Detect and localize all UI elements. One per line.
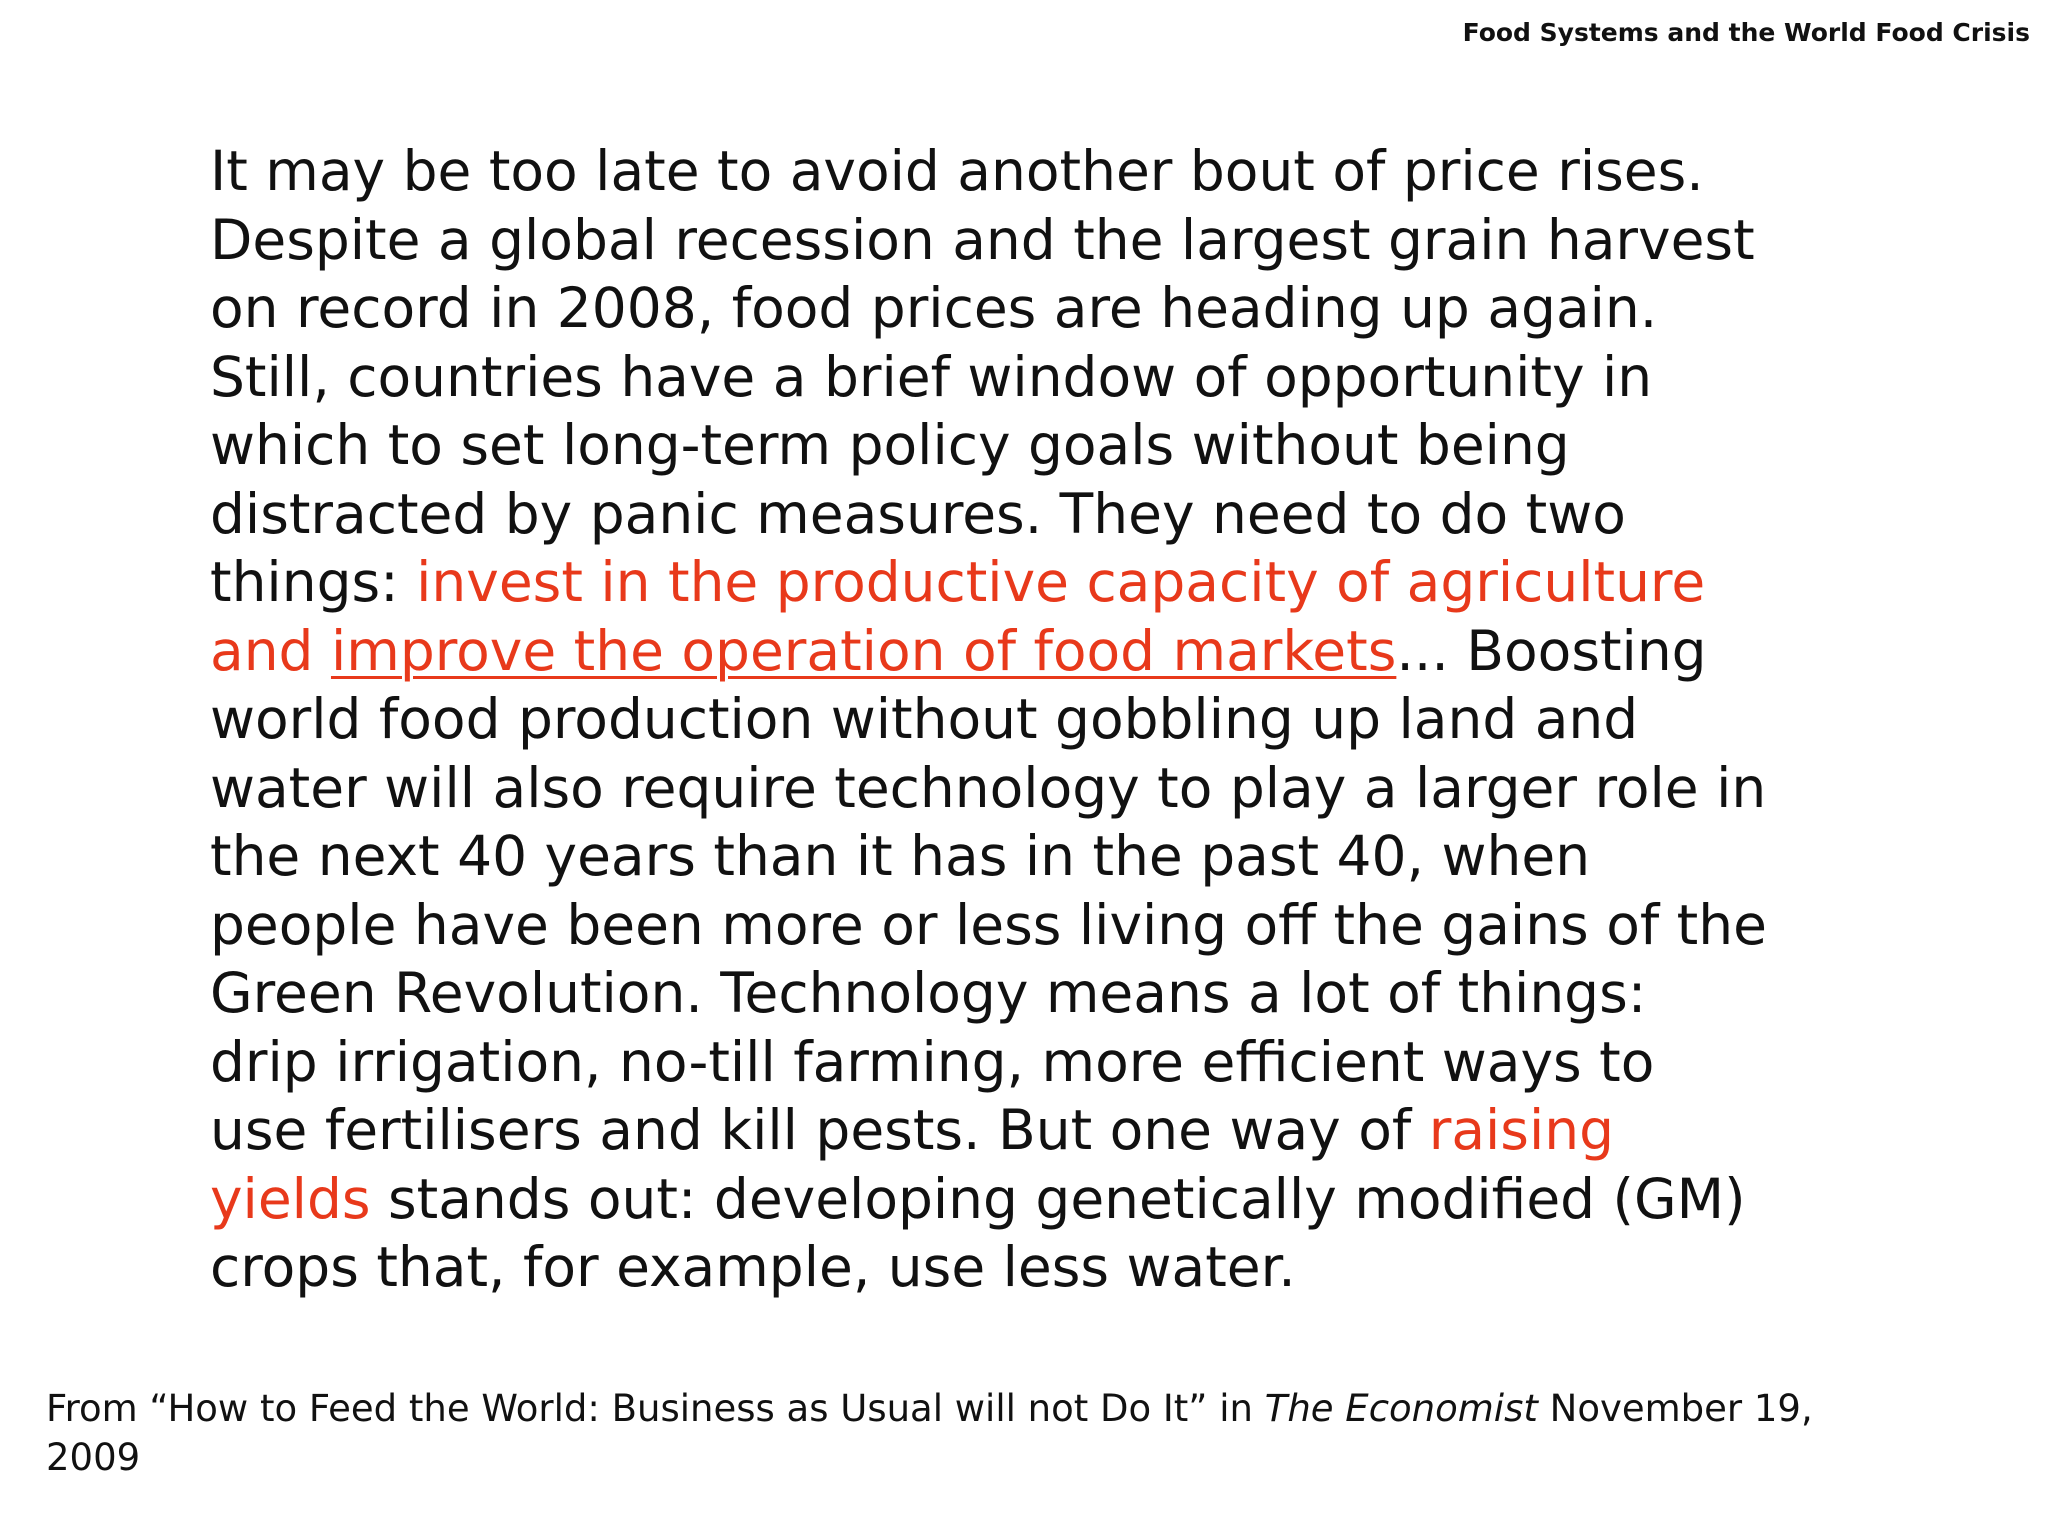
publication-name: The Economist [1264, 1387, 1538, 1430]
quote-line: world food production without gobbling u… [210, 687, 1639, 751]
quote-line: use fertilisers and kill pests. But one … [210, 1096, 1910, 1165]
quote-line: on record in 2008, food prices are headi… [210, 276, 1658, 340]
quote-line: which to set long-term policy goals with… [210, 413, 1570, 477]
quote-line: distracted by panic measures. They need … [210, 481, 1626, 546]
quote-text: use fertilisers and kill pests. But one … [210, 1098, 1429, 1162]
quote-line: the next 40 years than it has in the pas… [210, 824, 1591, 888]
quote-line: yields stands out: developing geneticall… [210, 1165, 1910, 1234]
underlined-highlighted-phrase: improve the operation of food markets [330, 618, 1397, 683]
quote-line: Despite a global recession and the large… [210, 207, 1755, 272]
citation-suffix: November 19, [1537, 1387, 1813, 1430]
highlighted-phrase: invest in the productive capacity of agr… [416, 550, 1706, 614]
quote-line: water will also require technology to pl… [210, 755, 1767, 820]
slide-header-title: Food Systems and the World Food Crisis [1462, 18, 2030, 47]
quote-text: ... Boosting [1396, 618, 1707, 683]
quote-line: crops that, for example, use less water. [210, 1235, 1296, 1299]
quote-line: Still, countries have a brief window of … [210, 344, 1653, 409]
quote-line: drip irrigation, no-till farming, more e… [210, 1029, 1655, 1094]
quote-line: Green Revolution. Technology means a lot… [210, 961, 1647, 1025]
citation-year: 2009 [46, 1436, 141, 1479]
quote-line: things: invest in the productive capacit… [210, 548, 1910, 617]
quote-text: stands out: developing genetically modif… [370, 1166, 1746, 1231]
citation-prefix: From “How to Feed the World: Business as… [46, 1387, 1265, 1430]
citation-line: From “How to Feed the World: Business as… [46, 1384, 2026, 1433]
quote-line: It may be too late to avoid another bout… [210, 139, 1704, 203]
highlighted-phrase: and [210, 618, 331, 683]
highlighted-phrase: yields [210, 1166, 371, 1231]
quote-body: It may be too late to avoid another bout… [210, 137, 1910, 1302]
highlighted-phrase: raising [1428, 1098, 1615, 1162]
quote-line: and improve the operation of food market… [210, 617, 1910, 686]
source-citation: From “How to Feed the World: Business as… [46, 1384, 2026, 1482]
quote-line: people have been more or less living off… [210, 892, 1767, 957]
quote-text: things: [210, 550, 417, 614]
